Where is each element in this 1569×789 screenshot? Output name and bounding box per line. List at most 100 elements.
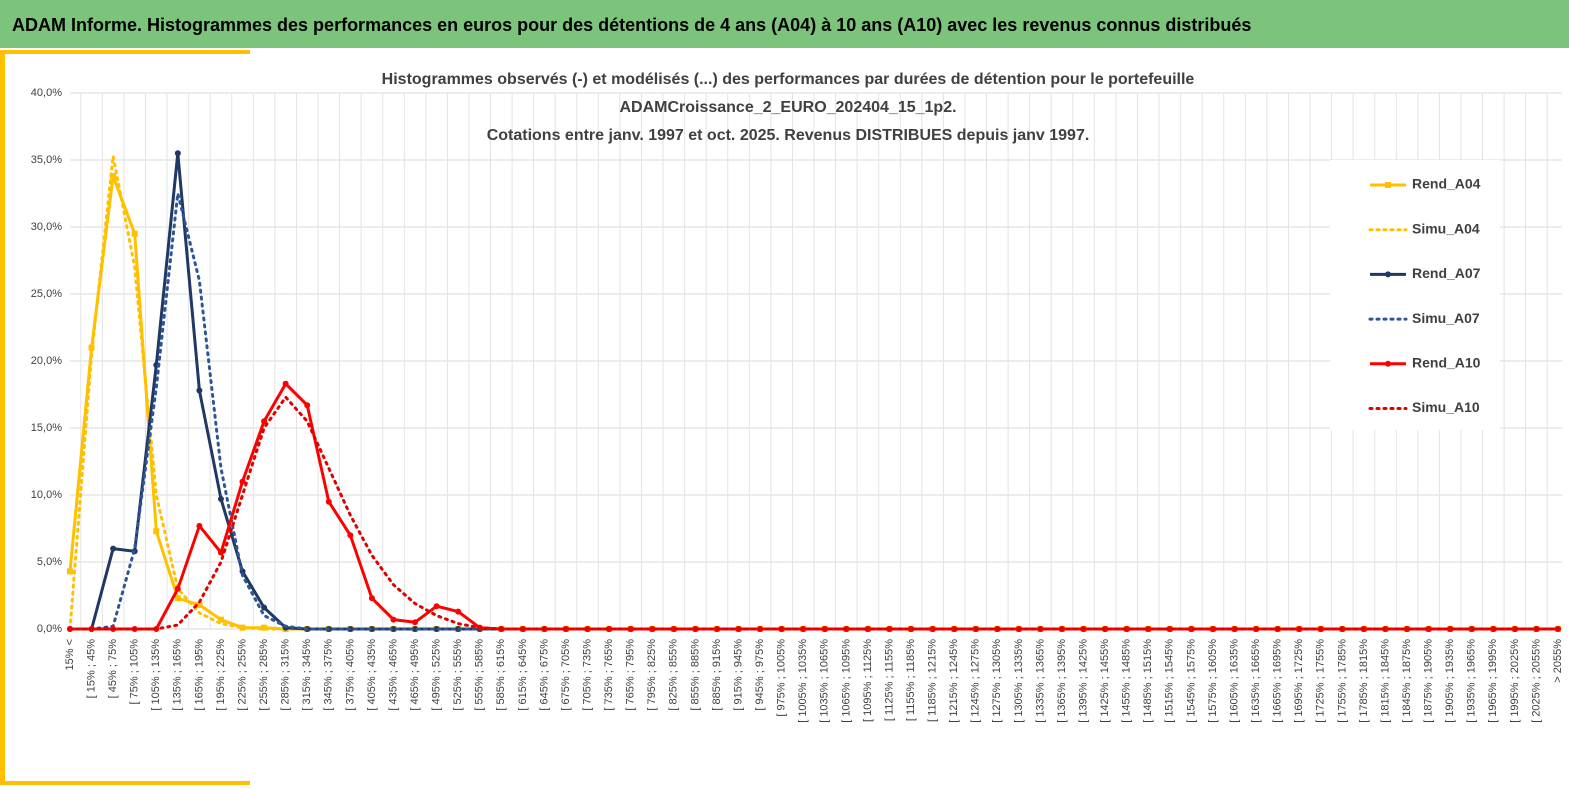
- x-tick-label: [ 1485% ; 1515%: [1142, 639, 1154, 723]
- x-tick-label: [ 585% ; 615%: [495, 639, 507, 711]
- x-tick-label: [ 345% ; 375%: [323, 639, 335, 711]
- point: [261, 418, 268, 425]
- y-tick-label: 30,0%: [31, 221, 62, 233]
- x-tick-label: [ 1455% ; 1485%: [1121, 639, 1133, 723]
- header-title: ADAM Informe. Histogrammes des performan…: [12, 15, 1251, 35]
- point: [325, 498, 332, 505]
- x-tick-label: [ 525% ; 555%: [452, 639, 464, 711]
- legend-marker: [1385, 360, 1391, 367]
- point: [239, 478, 246, 485]
- x-tick-label: [ 1875% ; 1905%: [1423, 639, 1435, 723]
- point: [412, 619, 419, 626]
- point: [1425, 626, 1432, 632]
- x-tick-label: [ 15% ; 45%: [85, 639, 97, 699]
- legend-marker: [1385, 182, 1391, 188]
- x-tick-label: [ 405% ; 435%: [366, 639, 378, 711]
- point: [368, 595, 375, 602]
- point: [261, 604, 268, 611]
- legend-label: Simu_A10: [1412, 399, 1480, 415]
- point: [217, 496, 224, 503]
- frame-left: [0, 50, 5, 785]
- point: [110, 173, 117, 180]
- point: [886, 626, 893, 632]
- point: [217, 549, 224, 556]
- point: [390, 616, 397, 623]
- chart-title: Cotations entre janv. 1997 et oct. 2025.…: [487, 127, 1090, 144]
- x-tick-label: [ 1665% ; 1695%: [1272, 639, 1284, 723]
- legend-label: Rend_A10: [1412, 355, 1481, 371]
- x-tick-label: [ 1545% ; 1575%: [1185, 639, 1197, 723]
- point: [153, 528, 160, 535]
- x-tick-label: [ 795% ; 825%: [646, 639, 658, 711]
- legend-label: Simu_A07: [1412, 310, 1480, 326]
- x-tick-label: > 2055%: [1552, 639, 1564, 683]
- x-tick-label: [ 45% ; 75%: [107, 639, 119, 699]
- x-tick-label: [ 1275% ; 1305%: [991, 639, 1003, 723]
- x-tick-label: [ 1335% ; 1365%: [1034, 639, 1046, 723]
- point: [864, 626, 871, 632]
- x-tick-label: [ 615% ; 645%: [517, 639, 529, 711]
- x-tick-label: [ 1965% ; 1995%: [1487, 639, 1499, 723]
- x-tick-label: [ 435% ; 465%: [387, 639, 399, 711]
- point: [455, 608, 462, 615]
- y-tick-label: 20,0%: [31, 355, 62, 367]
- point: [304, 402, 311, 409]
- point: [282, 380, 289, 387]
- point: [606, 626, 613, 632]
- legend-label: Rend_A04: [1412, 176, 1481, 192]
- legend-label: Simu_A04: [1412, 220, 1480, 236]
- y-tick-label: 10,0%: [31, 489, 62, 501]
- x-tick-label: 15% <: [64, 639, 76, 671]
- point: [1123, 626, 1130, 632]
- x-tick-label: [ 1185% ; 1215%: [927, 639, 939, 722]
- frame-top: [0, 50, 250, 54]
- x-tick-label: [ 1695% ; 1725%: [1293, 639, 1305, 723]
- x-tick-label: [ 1785% ; 1815%: [1358, 639, 1370, 723]
- x-tick-label: [ 1935% ; 1965%: [1466, 639, 1478, 723]
- point: [196, 522, 203, 529]
- x-tick-label: [ 1035% ; 1065%: [819, 639, 831, 723]
- x-tick-label: [ 1005% ; 1035%: [797, 639, 809, 723]
- x-tick-label: [ 735% ; 765%: [603, 639, 615, 711]
- x-tick-label: [ 1725% ; 1755%: [1315, 639, 1327, 723]
- header-bar: [0, 0, 1569, 48]
- y-tick-label: 15,0%: [31, 422, 62, 434]
- series-line: [68, 395, 1560, 631]
- x-tick-label: [ 1905% ; 1935%: [1444, 639, 1456, 723]
- point: [649, 626, 656, 632]
- point: [110, 545, 117, 552]
- point: [908, 626, 915, 632]
- x-tick-label: [ 1155% ; 1185%: [905, 639, 917, 721]
- x-tick-label: [ 1245% ; 1275%: [970, 639, 982, 723]
- x-tick-label: [ 1605% ; 1635%: [1228, 639, 1240, 723]
- point: [412, 626, 419, 632]
- x-tick-label: [ 2025% ; 2055%: [1530, 639, 1542, 723]
- x-tick-label: [ 555% ; 585%: [474, 639, 486, 711]
- chart-title: Histogrammes observés (-) et modélisés (…: [382, 71, 1195, 88]
- point: [1145, 626, 1152, 632]
- x-tick-label: [ 1515% ; 1545%: [1164, 639, 1176, 723]
- x-tick-label: [ 1995% ; 2025%: [1509, 639, 1521, 723]
- x-tick-label: [ 495% ; 525%: [431, 639, 443, 711]
- x-tick-label: [ 1215% ; 1245%: [948, 639, 960, 723]
- x-tick-label: [ 195% ; 225%: [215, 639, 227, 711]
- x-tick-label: [ 285% ; 315%: [280, 639, 292, 711]
- x-tick-label: [ 1635% ; 1665%: [1250, 639, 1262, 723]
- series-line: [68, 192, 1560, 631]
- point: [174, 585, 181, 592]
- x-tick-label: [ 1305% ; 1335%: [1013, 639, 1025, 723]
- x-tick-label: [ 645% ; 675%: [538, 639, 550, 711]
- x-tick-label: [ 765% ; 795%: [625, 639, 637, 711]
- point: [368, 626, 375, 632]
- x-tick-label: [ 315% ; 345%: [301, 639, 313, 711]
- x-tick-label: [ 705% ; 735%: [581, 639, 593, 711]
- x-tick-label: [ 1125% ; 1155%: [883, 639, 895, 721]
- x-tick-label: [ 225% ; 255%: [236, 639, 248, 711]
- x-tick-label: [ 1815% ; 1845%: [1379, 639, 1391, 723]
- x-tick-label: [ 1425% ; 1455%: [1099, 639, 1111, 723]
- legend-label: Rend_A07: [1412, 265, 1481, 281]
- point: [196, 601, 203, 608]
- point: [261, 624, 268, 631]
- point: [433, 626, 440, 632]
